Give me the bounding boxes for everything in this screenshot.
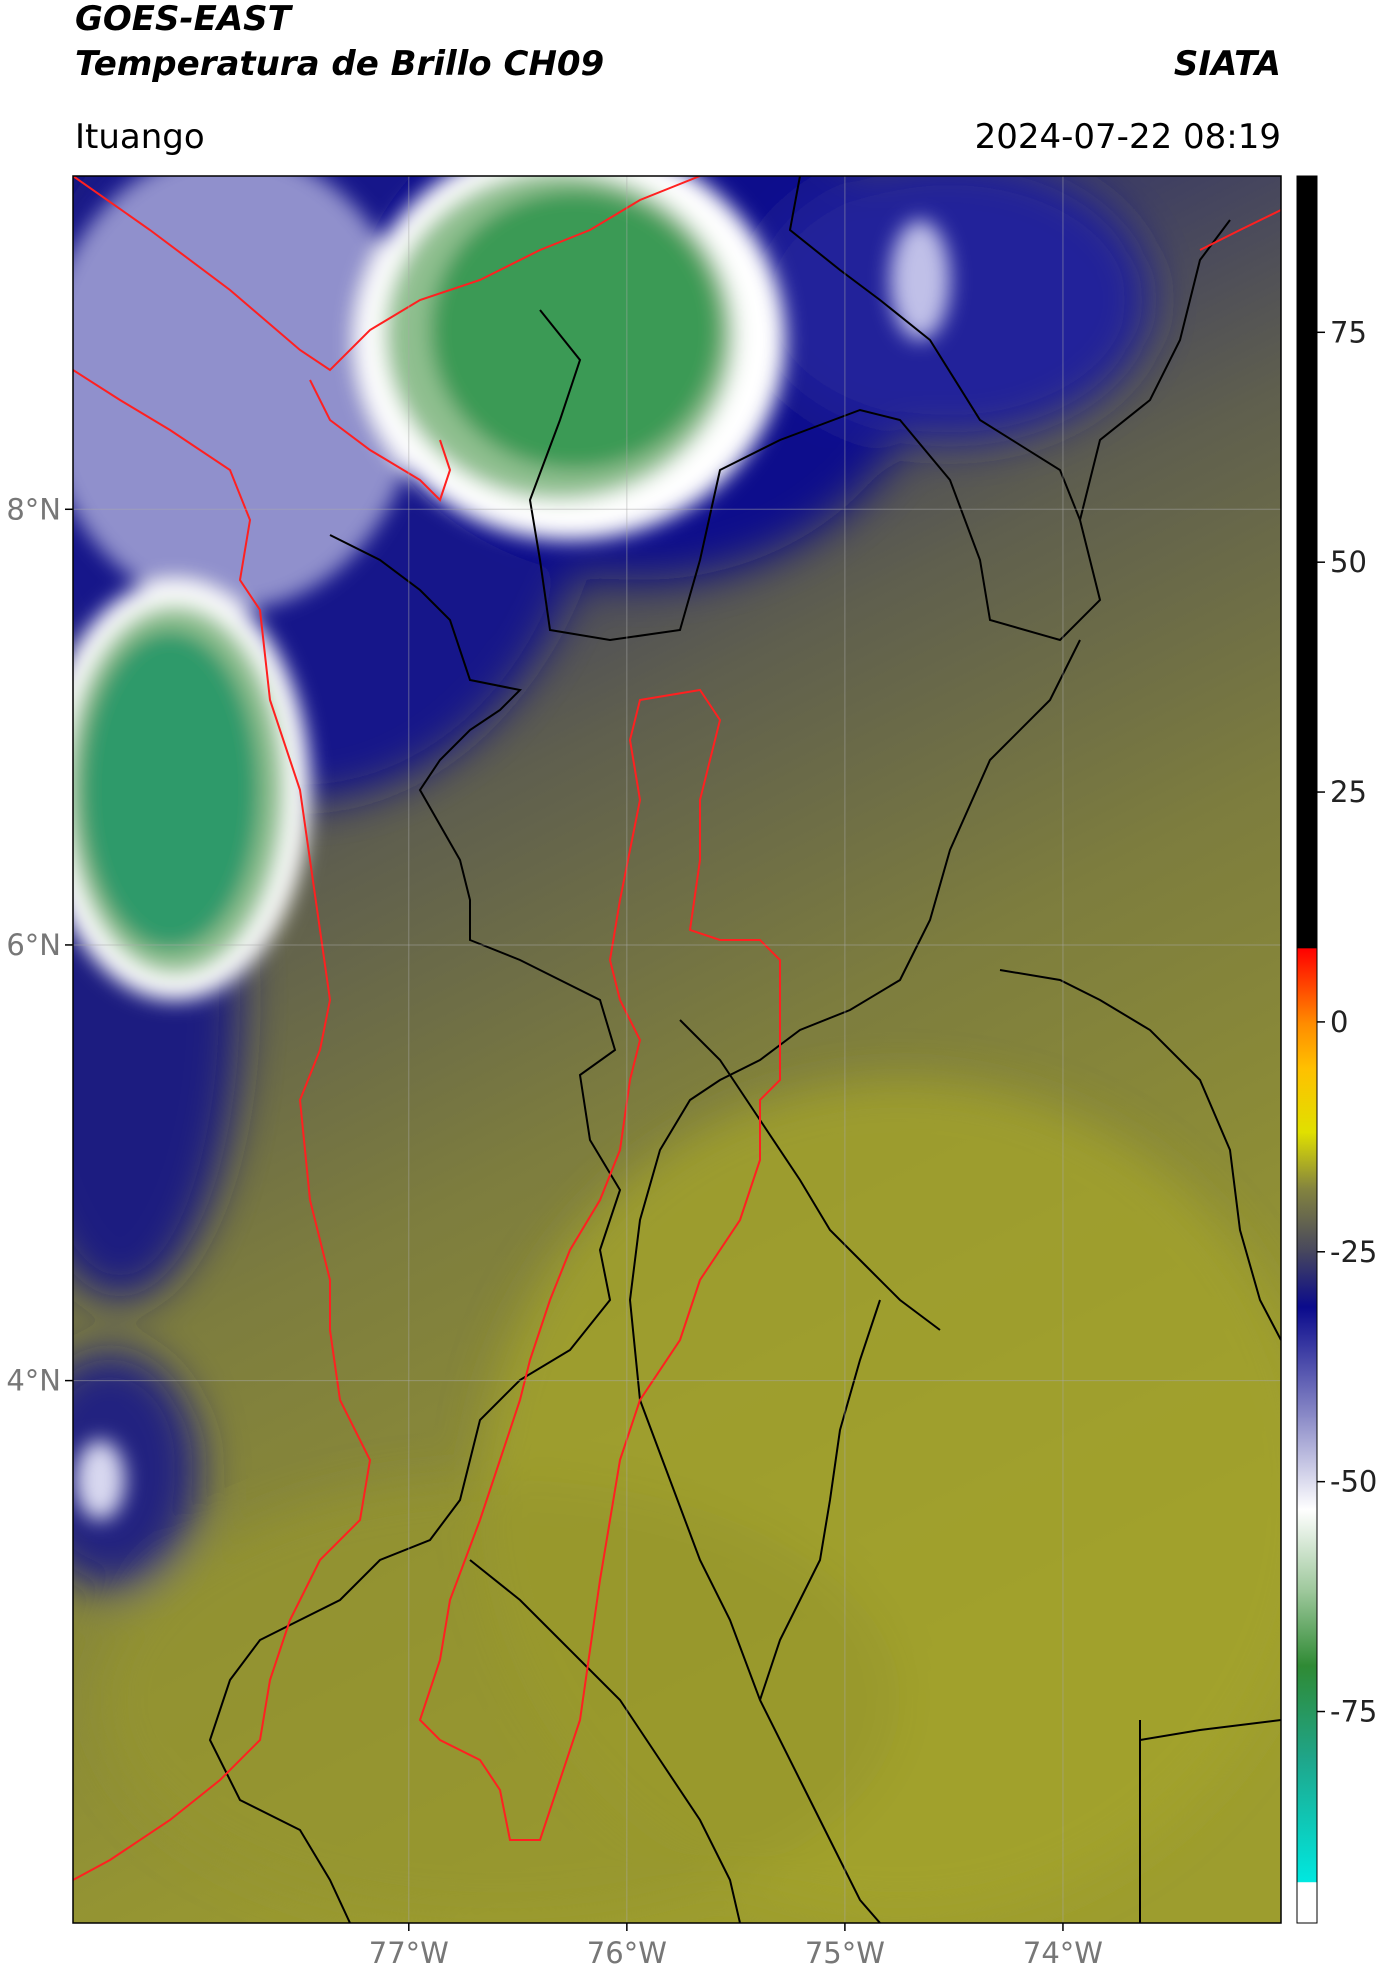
colorbar-segment: [1297, 1187, 1317, 1253]
colorbar-segment: [1297, 1665, 1317, 1759]
location: Ituango: [75, 117, 205, 157]
colorbar-tick-label: 0: [1330, 1005, 1348, 1039]
colorbar-tick-label: -50: [1330, 1465, 1377, 1499]
colorbar-segment: [1297, 1306, 1317, 1418]
colorbar-segment: [1297, 947, 1317, 949]
y-tick-label: 4°N: [6, 1364, 61, 1398]
satellite-image: [73, 176, 1281, 1923]
title: GOES-EAST: [75, 0, 294, 39]
colorbar-segment: [1297, 1591, 1317, 1667]
colorbar-segment: [1297, 948, 1317, 1023]
subtitle: Temperatura de Brillo CH09: [75, 44, 604, 84]
colorbar-segment: [1297, 1251, 1317, 1308]
colorbar-segment: [1297, 1417, 1317, 1510]
y-tick-label: 6°N: [6, 928, 61, 962]
colorbar-segment: [1297, 1757, 1317, 1883]
colorbar-tick-label: 75: [1330, 315, 1367, 349]
colorbar-segment: [1297, 1881, 1317, 1924]
colorbar-tick-label: 50: [1330, 545, 1367, 579]
colorbar-segment: [1297, 1132, 1317, 1189]
x-tick-label: 76°W: [587, 1936, 667, 1970]
x-tick-label: 77°W: [369, 1936, 449, 1970]
map-frame: [72, 175, 1282, 1924]
colorbar: [1297, 176, 1317, 1924]
datetime: 2024-07-22 08:19: [975, 117, 1281, 157]
colorbar-tick-label: -75: [1330, 1695, 1377, 1729]
source: SIATA: [1174, 44, 1281, 84]
colorbar-tick-label: -25: [1330, 1235, 1377, 1269]
x-tick-label: 75°W: [805, 1936, 885, 1970]
colorbar-segment: [1297, 1509, 1317, 1593]
colorbar-segment: [1297, 1067, 1317, 1133]
colorbar-segment: [1297, 1021, 1317, 1069]
x-tick-label: 74°W: [1023, 1936, 1103, 1970]
colorbar-frame: [1296, 175, 1318, 1924]
y-tick-label: 8°N: [6, 492, 61, 526]
colorbar-segment: [1297, 176, 1317, 949]
grid: [73, 176, 1281, 1923]
colorbar-tick-label: 25: [1330, 775, 1367, 809]
